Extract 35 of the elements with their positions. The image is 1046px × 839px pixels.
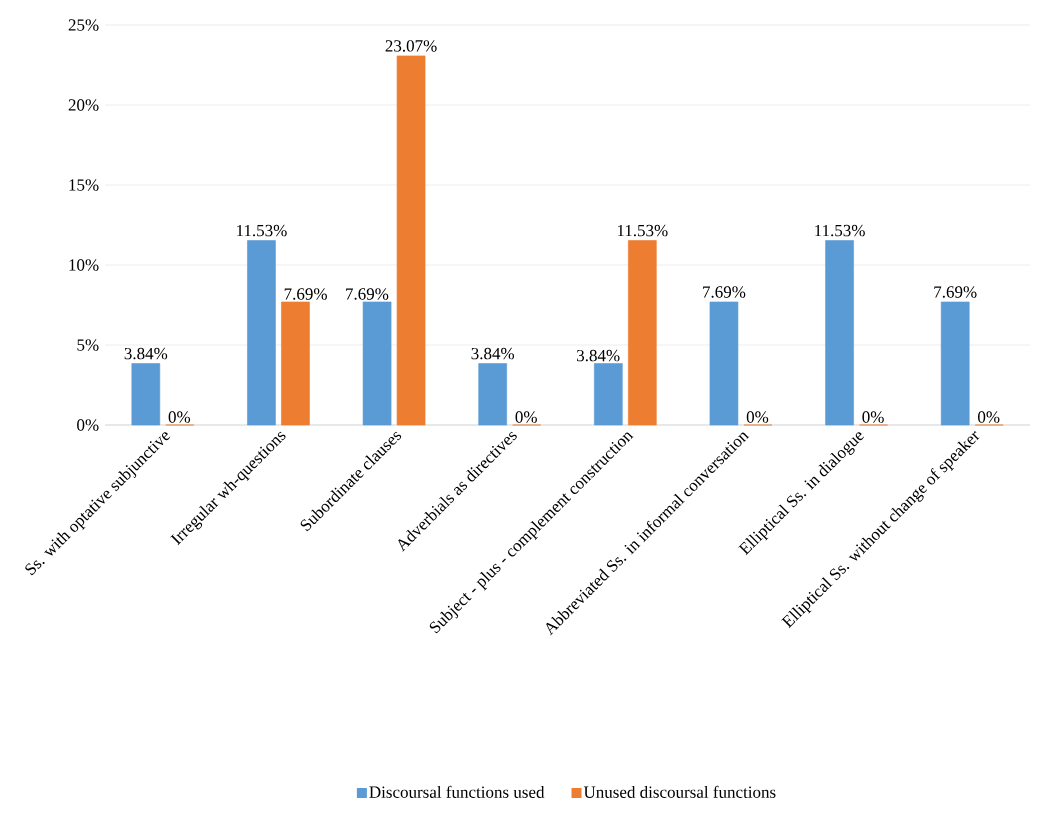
y-tick-label: 20% <box>68 99 99 111</box>
bar <box>594 363 623 426</box>
data-label: 23.07% <box>385 40 437 52</box>
data-label: 7.69% <box>703 286 746 298</box>
data-label: 0% <box>746 411 769 423</box>
data-label: 3.84% <box>577 349 620 362</box>
bar <box>940 301 970 426</box>
data-label: 3.84% <box>471 347 515 360</box>
data-label: 3.84% <box>124 347 168 360</box>
bar <box>478 363 507 426</box>
bar <box>628 240 657 426</box>
bar <box>709 301 739 426</box>
data-label: 7.69% <box>934 286 977 298</box>
bar <box>362 301 392 426</box>
y-tick-label: 5% <box>77 339 99 351</box>
data-label: 11.53% <box>815 224 865 237</box>
y-tick-label: 0% <box>77 419 99 431</box>
data-label: 0% <box>978 411 1000 423</box>
bar <box>247 240 276 426</box>
data-label: 7.69% <box>346 288 389 300</box>
data-label: 11.53% <box>237 224 287 237</box>
data-label: 11.53% <box>617 224 668 237</box>
data-label: 0% <box>862 411 884 423</box>
data-label: 7.69% <box>284 288 327 300</box>
legend-label: Unused discoursal functions <box>583 785 776 798</box>
y-tick-label: 10% <box>69 259 99 271</box>
data-label: 0% <box>168 411 191 423</box>
bar <box>131 363 161 426</box>
bar <box>281 301 310 426</box>
y-tick-label: 15% <box>69 179 99 191</box>
legend-label: Discoursal functions used <box>369 785 545 798</box>
data-label: 0% <box>515 411 537 423</box>
bar <box>396 55 426 426</box>
y-tick-label: 25% <box>68 19 99 31</box>
bar <box>825 240 854 426</box>
